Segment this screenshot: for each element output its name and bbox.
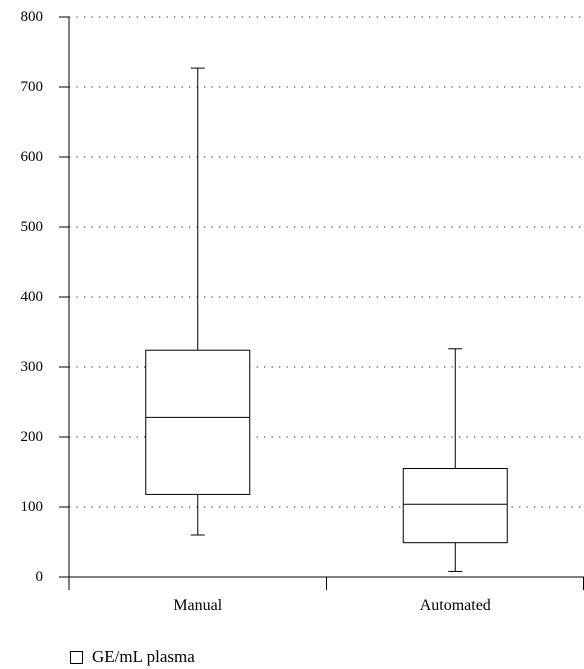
box-automated (402, 468, 508, 544)
x-label-automated: Automated (420, 597, 491, 614)
y-tick-label-600: 600 (21, 149, 44, 165)
y-tick-label-400: 400 (21, 289, 44, 305)
x-label-manual: Manual (173, 597, 222, 614)
y-tick-label-0: 0 (36, 569, 44, 585)
legend-swatch (70, 650, 83, 664)
y-tick-label-200: 200 (21, 429, 44, 445)
boxes (145, 67, 508, 572)
x-axis-labels: Manual Automated (173, 597, 490, 614)
legend: GE/mL plasma (70, 647, 195, 666)
y-tick-label-500: 500 (21, 219, 44, 235)
y-tick-label-700: 700 (21, 79, 44, 95)
y-tick-label-300: 300 (21, 359, 44, 375)
y-tick-label-800: 800 (21, 9, 44, 25)
box-manual (145, 349, 251, 495)
legend-label: GE/mL plasma (92, 647, 195, 666)
y-tick-label-100: 100 (21, 499, 44, 515)
y-axis-ticks: 0 100 200 300 400 500 600 700 800 (21, 9, 69, 585)
